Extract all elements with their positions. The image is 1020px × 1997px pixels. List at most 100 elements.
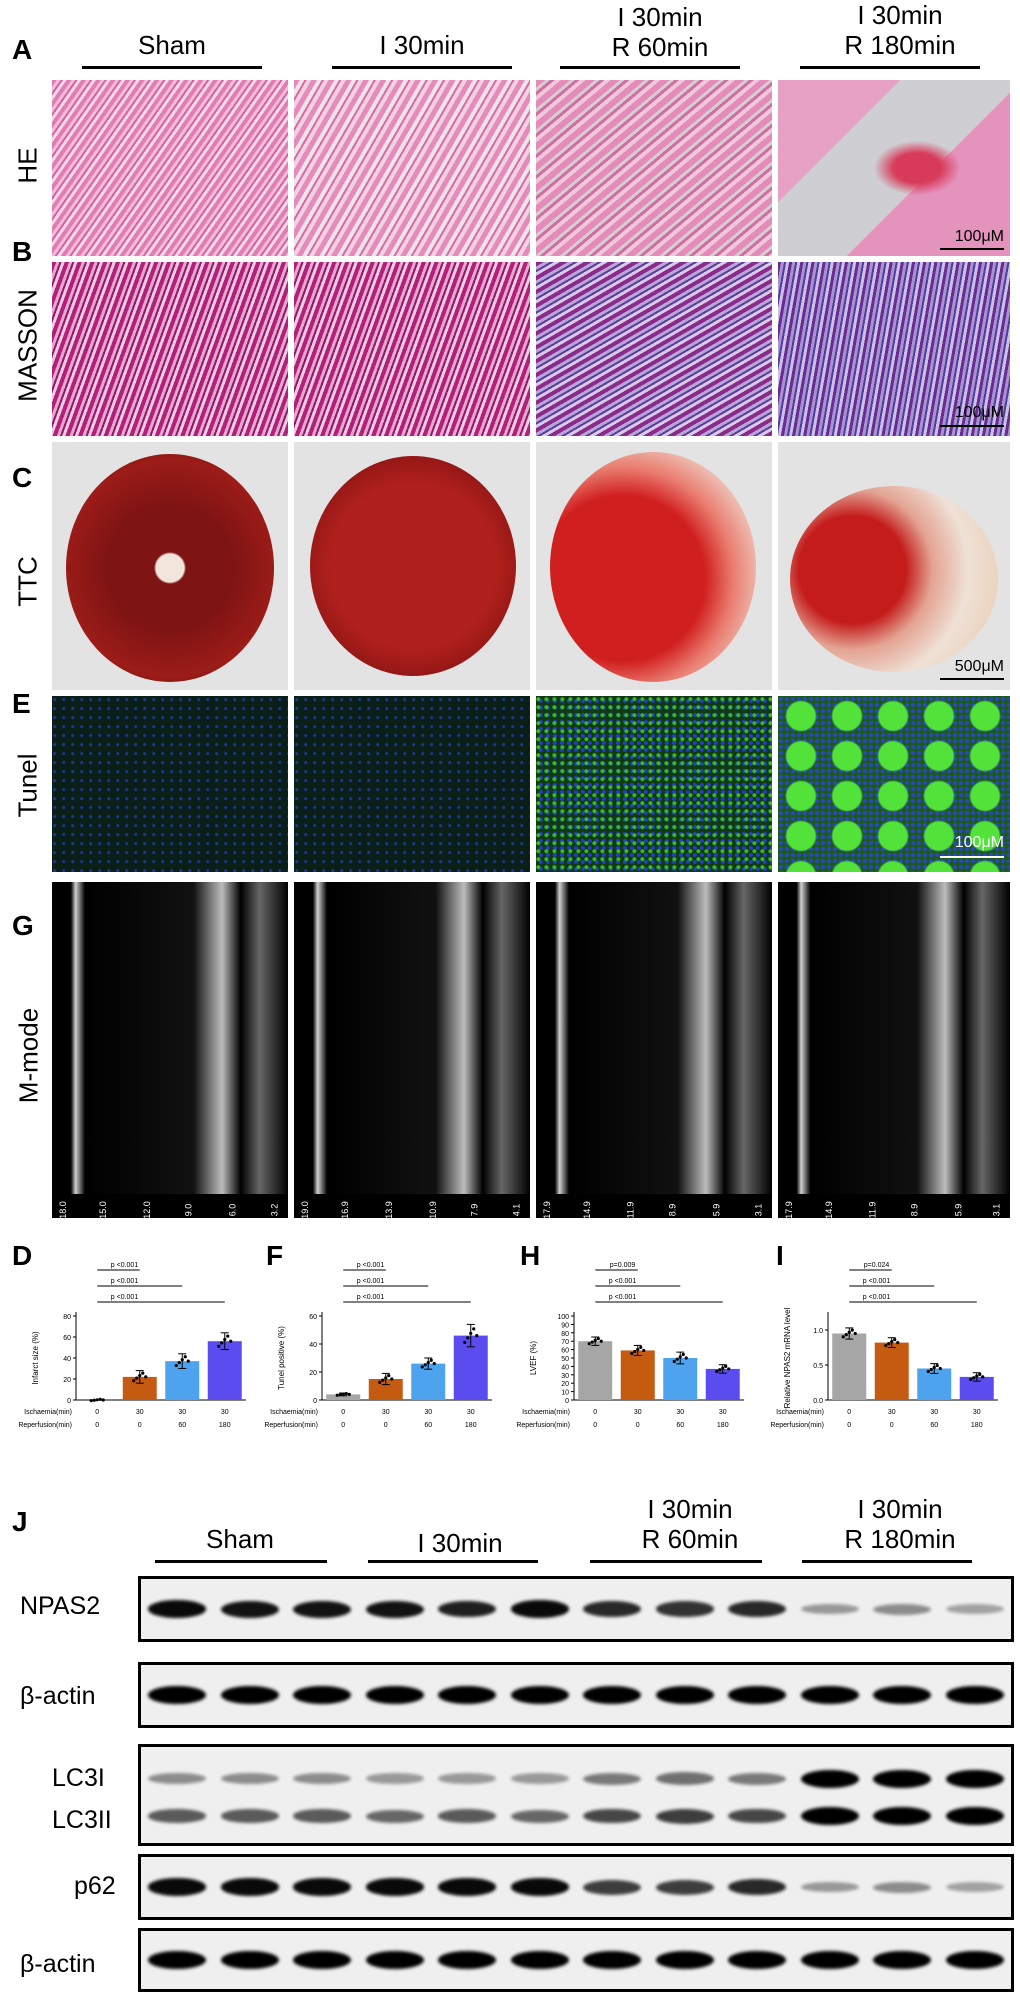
wb-group-underline <box>590 1560 762 1563</box>
ischaemia-value: 30 <box>178 1409 186 1416</box>
blot-band <box>800 1807 859 1826</box>
reperfusion-value: 180 <box>219 1422 231 1429</box>
blot-band <box>293 1951 352 1969</box>
data-point <box>426 1360 430 1365</box>
panel-letter-a: A <box>12 34 33 65</box>
ischaemia-value: 30 <box>888 1409 896 1416</box>
ischaemia-value: 0 <box>593 1409 597 1416</box>
tunel-image-i30r180 <box>778 696 1010 872</box>
blot-band <box>148 1809 207 1823</box>
wb-label-lc3ii: LC3II <box>52 1806 112 1834</box>
data-point <box>853 1331 857 1336</box>
row-label-he: HE <box>12 147 43 184</box>
data-point <box>432 1362 436 1366</box>
data-point <box>420 1365 424 1369</box>
blot-band <box>728 1951 787 1969</box>
ischaemia-value: 30 <box>676 1409 684 1416</box>
data-point <box>981 1375 985 1379</box>
data-point <box>844 1333 848 1337</box>
data-point <box>475 1334 479 1338</box>
panel-letter-c: C <box>12 462 33 493</box>
mmode-tick: 5.9 <box>711 1203 722 1217</box>
chart-infarct-size: 0 20 40 60 80 Infarct size (%) 0 0 30 0 30 60 30 180 I… <box>18 1262 246 1429</box>
wb-group-label-i30r180: I 30min R 180min <box>844 1494 956 1554</box>
blot-band <box>873 1807 932 1826</box>
wb-label-lc3i: LC3I <box>52 1764 105 1792</box>
data-point <box>847 1330 851 1334</box>
mmode-tick: 12.0 <box>141 1201 152 1218</box>
ttc-image-sham <box>52 442 288 690</box>
y-tick-label: 0.5 <box>813 1363 823 1370</box>
sig-label: p <0.001 <box>863 1294 891 1301</box>
data-point <box>226 1334 230 1338</box>
data-point <box>639 1345 643 1350</box>
blot-band <box>293 1600 352 1618</box>
panel-letter-h: H <box>520 1240 541 1271</box>
blot-band <box>365 1809 424 1823</box>
sig-label: p <0.001 <box>357 1294 385 1301</box>
data-point <box>590 1340 594 1344</box>
ischaemia-value: 30 <box>382 1409 390 1416</box>
data-point <box>183 1355 187 1359</box>
ischaemia-value: 0 <box>341 1409 345 1416</box>
data-point <box>387 1374 391 1378</box>
data-point <box>636 1347 640 1352</box>
mmode-tick: 17.9 <box>783 1201 794 1218</box>
reperfusion-value: 0 <box>636 1422 640 1429</box>
ttc-image-i30r180 <box>778 442 1010 690</box>
chart-tunel-positive: 0 20 40 60 Tunel positive (%) 0 0 30 0 30 60 30 180 I… <box>264 1262 492 1429</box>
mmode-tick: 3.1 <box>753 1203 764 1217</box>
data-point <box>141 1371 145 1375</box>
bar <box>122 1376 157 1400</box>
bar <box>663 1358 698 1400</box>
wb-group-underline <box>368 1560 538 1563</box>
data-point <box>89 1399 93 1403</box>
y-tick-label: 0 <box>313 1398 317 1405</box>
scale-bar <box>940 856 1004 858</box>
reperfusion-value: 0 <box>593 1422 597 1429</box>
he-image-i30r60 <box>536 80 772 256</box>
y-tick-label: 60 <box>561 1348 569 1355</box>
blot-band <box>583 1772 642 1785</box>
mmode-tick: 11.9 <box>867 1201 878 1218</box>
scale-bar <box>940 248 1004 250</box>
wb-group-label-sham: Sham <box>206 1524 274 1554</box>
blot-band <box>583 1951 642 1969</box>
reperfusion-label: Reperfusion(min) <box>264 1422 318 1429</box>
wb-label-beta-actin: β-actin <box>20 1950 96 1978</box>
blot-band <box>873 1881 932 1893</box>
group-underline <box>82 66 262 69</box>
data-point <box>675 1357 679 1361</box>
mmode-tick: 11.9 <box>625 1201 636 1218</box>
mmode-tick: 6.0 <box>227 1203 238 1217</box>
data-point <box>98 1397 102 1401</box>
mmode-tick: 5.9 <box>953 1203 964 1217</box>
bar <box>705 1368 740 1400</box>
blot-band <box>510 1600 569 1618</box>
y-tick-label: 50 <box>561 1356 569 1363</box>
blot-band <box>220 1773 279 1785</box>
bar <box>326 1394 361 1400</box>
y-axis-label: Tunel positive (%) <box>277 1326 286 1390</box>
group-label-i30r180: I 30min R 180min <box>844 0 956 60</box>
reperfusion-value: 60 <box>424 1422 432 1429</box>
blot-band <box>365 1773 424 1784</box>
wb-label-p62: p62 <box>74 1872 116 1900</box>
y-tick-label: 70 <box>561 1339 569 1346</box>
data-point <box>174 1363 178 1368</box>
masson-image-i30r60 <box>536 262 772 436</box>
mmode-tick: 4.1 <box>511 1203 522 1217</box>
mmode-tick: 7.9 <box>469 1203 480 1217</box>
tunel-image-i30 <box>294 696 530 872</box>
mmode-axis: 17.9 14.9 11.9 8.9 5.9 3.1 <box>536 1194 772 1218</box>
blot-band <box>728 1601 787 1617</box>
blot-p62 <box>138 1854 1014 1920</box>
y-tick-label: 0 <box>67 1398 71 1405</box>
y-tick-label: 10 <box>561 1390 569 1397</box>
data-point <box>715 1369 719 1374</box>
mmode-tick: 14.9 <box>823 1201 834 1218</box>
y-tick-label: 20 <box>309 1370 317 1377</box>
data-point <box>347 1392 351 1396</box>
data-point <box>463 1340 467 1344</box>
